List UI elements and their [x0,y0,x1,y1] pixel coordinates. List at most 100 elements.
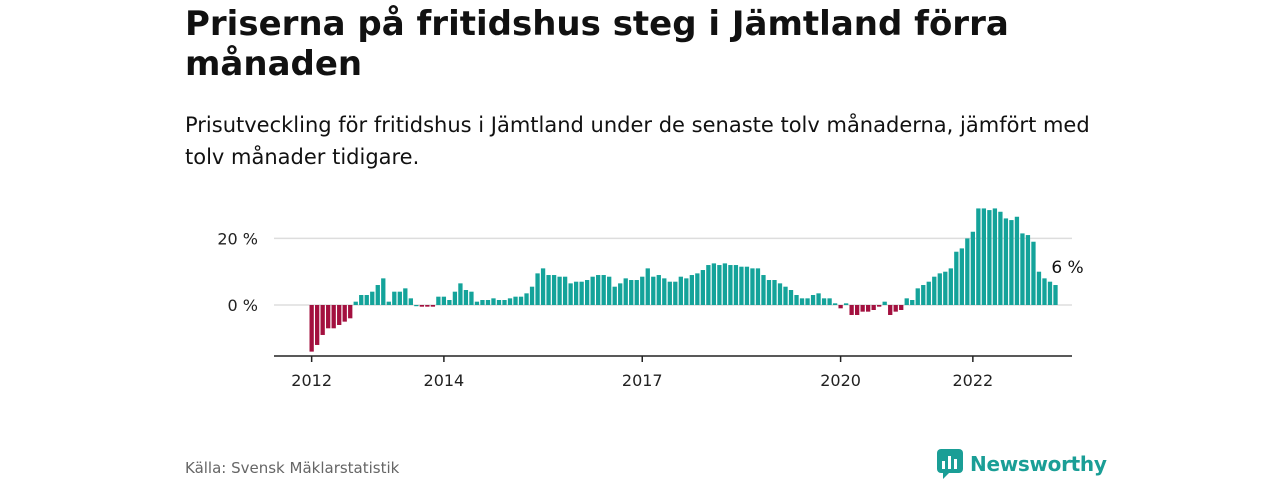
bar [695,273,700,306]
bar [579,281,584,305]
y-tick-label: 0 % [228,296,258,315]
bar [612,286,617,306]
bar [706,265,711,305]
bar [711,263,717,306]
bar [799,298,805,305]
axis-layer: 2012 2014 2017 2020 2022 6 % [274,256,1086,390]
bar [348,305,353,319]
bar [540,268,546,305]
bar [425,305,430,307]
bar [921,285,926,305]
bar [915,288,920,305]
end-value-label: 6 % [1051,258,1083,278]
brand-name: Newsworthy [970,452,1107,476]
bar [386,301,391,305]
bar [403,288,408,305]
bar [838,305,843,309]
bar [315,305,320,345]
bar [673,281,678,305]
bar [529,286,535,306]
x-tick-label: 2012 [291,371,332,390]
bar [463,290,469,305]
bar [662,278,667,305]
bar [926,281,931,305]
bar [866,305,871,312]
bar [965,238,970,305]
bar [877,305,882,307]
bar [309,305,314,352]
bar [557,276,562,305]
bar [992,208,998,305]
bar [573,281,579,305]
bar [524,293,529,306]
bar [441,296,447,305]
bar [794,295,799,305]
bar [910,300,915,305]
bar [755,268,761,305]
x-tick-label: 2022 [952,371,993,390]
bar [970,231,975,305]
bars-layer [309,208,1058,352]
bar [722,263,728,306]
bar [810,295,816,305]
bar [518,296,524,305]
bar [871,305,876,310]
bar [728,265,733,305]
bar [436,296,441,305]
bar [359,295,364,305]
bar [1014,216,1020,305]
bar [562,276,568,305]
bar [640,276,645,305]
bar [375,285,380,305]
bar [932,276,937,305]
chart-title: Priserna på fritidshus steg i Jämtland f… [185,4,1009,84]
bar [485,300,491,305]
bar [491,298,496,305]
bar [618,283,623,305]
bar [1031,241,1036,305]
bar [761,275,766,305]
bar [551,275,557,305]
bar [717,265,722,305]
bar [634,280,639,305]
bar [326,305,331,329]
bar [959,248,964,305]
bar [843,303,849,305]
bar [353,301,358,305]
bar [821,298,827,305]
bar [827,298,832,305]
bar [943,271,948,305]
bar [1053,285,1058,305]
source-note: Källa: Svensk Mäklarstatistik [185,459,400,477]
bar [469,291,474,305]
bar [1047,281,1053,305]
bar [496,300,502,305]
x-tick-label: 2020 [820,371,861,390]
bar [788,290,794,305]
bar [342,305,347,322]
bar [832,303,838,305]
bar [452,291,458,305]
bar [783,286,788,306]
bar [364,295,369,305]
bar [320,305,325,335]
bar [981,208,987,305]
bar [474,301,480,305]
bar [937,273,942,306]
bar [882,301,887,305]
bar [601,275,606,305]
bar [1036,271,1042,305]
bar [458,283,463,305]
y-tick-label: 20 % [217,229,258,248]
bar [392,291,397,305]
bar [337,305,342,325]
bar [805,298,810,305]
bar [689,275,694,305]
bar [381,278,386,305]
bar [447,300,452,305]
bar [1009,220,1014,305]
bar [585,280,590,305]
brand-logo[interactable]: Newsworthy [937,449,1107,479]
bar [777,283,783,305]
bar [408,298,413,305]
